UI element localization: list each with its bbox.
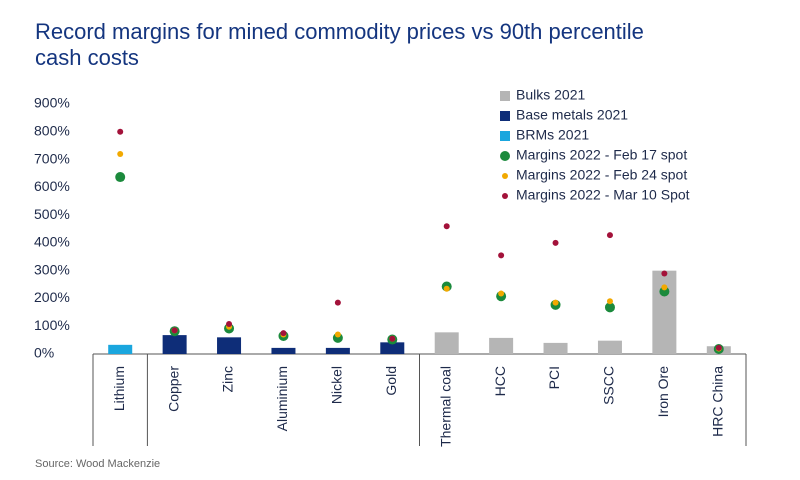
y-tick-label: 100% [34, 317, 70, 333]
dot [117, 151, 124, 157]
y-tick-label: 500% [34, 206, 70, 222]
separators [92, 353, 747, 446]
bar [217, 337, 242, 354]
legend-swatch [500, 111, 510, 121]
x-tick-label: Iron Ore [655, 366, 671, 418]
x-tick-label: HRC China [709, 366, 725, 437]
dot [280, 330, 287, 337]
x-tick-label: Nickel [329, 366, 345, 404]
y-tick-label: 800% [34, 122, 70, 138]
legend-label: Bulks 2021 [516, 87, 585, 103]
dot [606, 232, 613, 239]
y-tick-label: 900% [34, 95, 70, 111]
dot [715, 344, 722, 351]
dot [334, 299, 341, 306]
bar [271, 347, 296, 354]
legend-swatch [500, 131, 510, 141]
x-tick-label: HCC [492, 366, 508, 396]
legend-swatch [502, 173, 508, 179]
dot [389, 335, 396, 342]
dot [443, 285, 450, 292]
dot [661, 270, 668, 277]
legend-label: Base metals 2021 [516, 107, 628, 123]
dot [171, 327, 178, 334]
legend-label: BRMs 2021 [516, 127, 589, 143]
x-tick-label: Lithium [111, 366, 127, 411]
x-tick-label: Thermal coal [437, 366, 453, 447]
bar [108, 344, 133, 354]
bar [652, 270, 677, 354]
legend-swatch [502, 193, 508, 199]
legend-label: Margins 2022 - Feb 24 spot [516, 167, 687, 183]
bar [434, 332, 459, 354]
legend-swatch [500, 91, 510, 101]
dot [498, 290, 505, 297]
x-tick-label: Zinc [220, 366, 236, 392]
x-tick-label: PCI [546, 366, 562, 389]
bar [543, 342, 568, 354]
x-tick-label: Copper [165, 366, 181, 412]
bar [489, 337, 514, 354]
y-tick-label: 200% [34, 289, 70, 305]
dot [604, 302, 615, 313]
source-note: Source: Wood Mackenzie [35, 458, 160, 470]
chart-title: cash costs [35, 45, 139, 70]
dot [443, 223, 450, 230]
x-tick-label: Aluminium [274, 366, 290, 431]
legend-label: Margins 2022 - Mar 10 Spot [516, 187, 690, 203]
bar [162, 335, 187, 354]
dot [606, 298, 613, 305]
y-tick-label: 700% [34, 150, 70, 166]
y-tick-label: 300% [34, 261, 70, 277]
dot [661, 284, 668, 291]
dot [498, 252, 505, 259]
dot [117, 128, 124, 135]
legend-swatch [500, 151, 510, 161]
legend-label: Margins 2022 - Feb 17 spot [516, 147, 687, 163]
bar [325, 347, 350, 354]
y-tick-label: 400% [34, 234, 70, 250]
y-tick-label: 0% [34, 345, 54, 361]
dot [552, 299, 559, 306]
y-tick-label: 600% [34, 178, 70, 194]
x-tick-label: SSCC [601, 366, 617, 405]
dot [334, 331, 341, 338]
bar [380, 342, 405, 354]
dot [115, 172, 126, 183]
chart-title: Record margins for mined commodity price… [35, 19, 644, 44]
x-tick-label: Gold [383, 366, 399, 396]
dot [552, 239, 559, 246]
dot [226, 321, 233, 327]
dot [659, 286, 670, 297]
bar [597, 340, 622, 354]
